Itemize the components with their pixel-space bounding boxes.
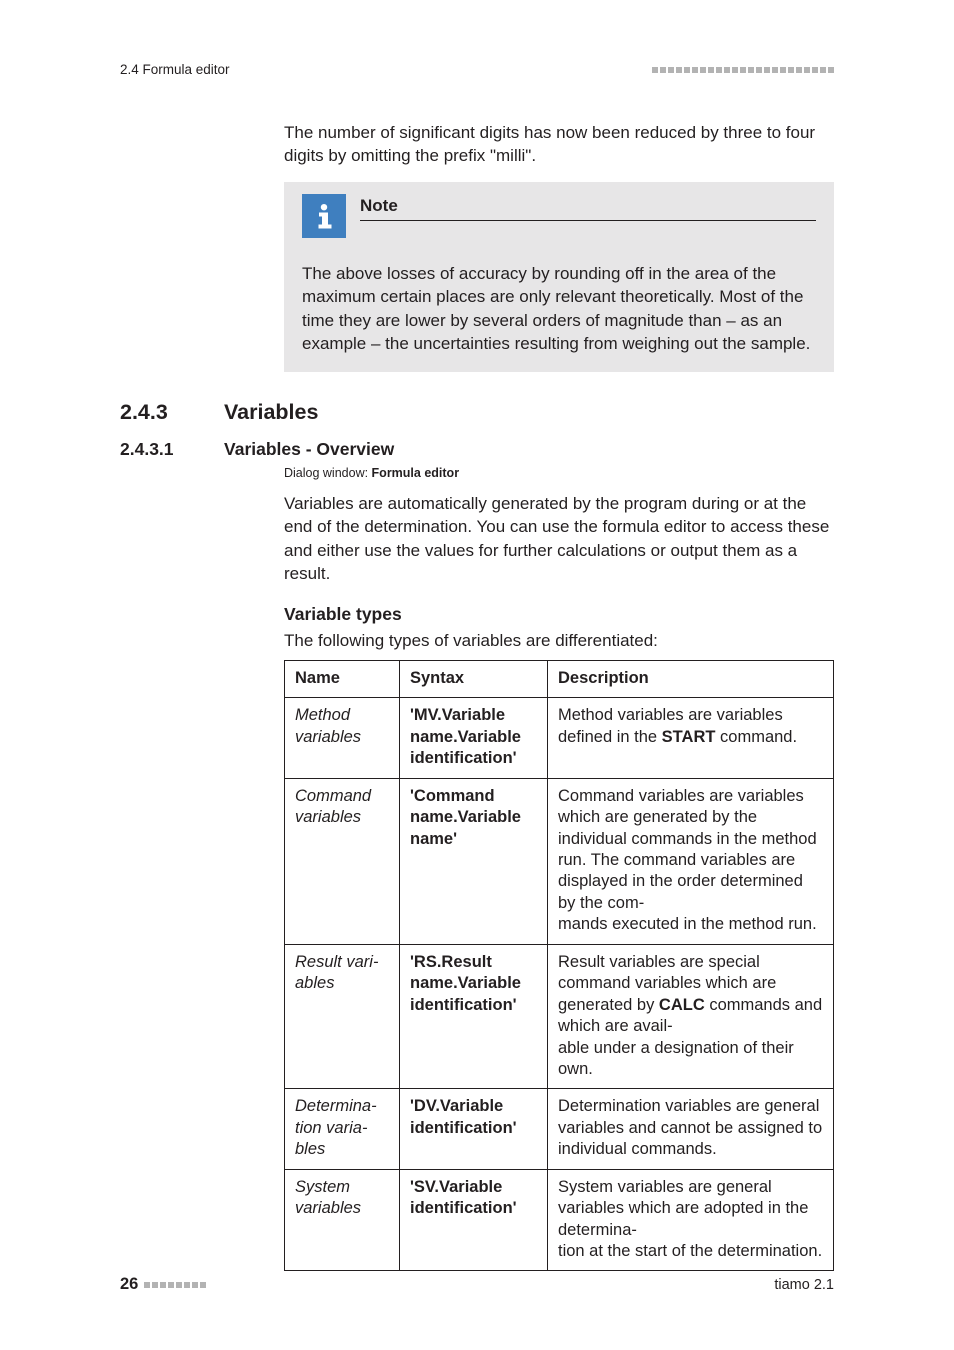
decoration-box (780, 67, 786, 73)
decoration-box (184, 1282, 190, 1288)
dialog-value: Formula editor (372, 466, 460, 480)
decoration-box (716, 67, 722, 73)
decoration-box (820, 67, 826, 73)
decoration-box (176, 1282, 182, 1288)
cell-name: Determina-tion varia-bles (285, 1089, 400, 1169)
cell-name: System variables (285, 1169, 400, 1271)
note-body: The above losses of accuracy by rounding… (302, 262, 816, 356)
note-box: Note The above losses of accuracy by rou… (284, 182, 834, 372)
decoration-box (144, 1282, 150, 1288)
cell-syntax: 'SV.Variable identification' (400, 1169, 548, 1271)
table-row: Result vari-ables'RS.Result name.Variabl… (285, 944, 834, 1089)
decoration-box (192, 1282, 198, 1288)
dialog-window-line: Dialog window: Formula editor (284, 466, 834, 480)
decoration-box (660, 67, 666, 73)
intro-paragraph: The number of significant digits has now… (284, 121, 834, 168)
note-rule (360, 220, 816, 221)
decoration-box (652, 67, 658, 73)
decoration-box (828, 67, 834, 73)
page: 2.4 Formula editor The number of signifi… (0, 0, 954, 1350)
decoration-box (748, 67, 754, 73)
th-syntax: Syntax (400, 660, 548, 697)
decoration-box (160, 1282, 166, 1288)
decoration-box (756, 67, 762, 73)
info-icon (302, 194, 346, 238)
cell-syntax: 'RS.Result name.Variable identification' (400, 944, 548, 1089)
note-title: Note (360, 196, 816, 216)
cell-syntax: 'MV.Variable name.Variable identificatio… (400, 698, 548, 778)
decoration-box (772, 67, 778, 73)
decoration-box (168, 1282, 174, 1288)
dialog-label: Dialog window: (284, 466, 372, 480)
subsection-heading: 2.4.3.1 Variables - Overview (120, 439, 834, 460)
table-header-row: Name Syntax Description (285, 660, 834, 697)
cell-syntax: 'Command name.Variable name' (400, 778, 548, 944)
subsection-number: 2.4.3.1 (120, 439, 224, 460)
th-description: Description (548, 660, 834, 697)
decoration-box (200, 1282, 206, 1288)
table-row: Method variables'MV.Variable name.Variab… (285, 698, 834, 778)
decoration-box (740, 67, 746, 73)
table-row: System variables'SV.Variable identificat… (285, 1169, 834, 1271)
decoration-box (668, 67, 674, 73)
footer-product: tiamo 2.1 (774, 1277, 834, 1293)
cell-description: Method variables are variables defined i… (548, 698, 834, 778)
table-row: Determina-tion varia-bles'DV.Variable id… (285, 1089, 834, 1169)
cell-name: Command variables (285, 778, 400, 944)
cell-name: Result vari-ables (285, 944, 400, 1089)
section-title: Variables (224, 400, 318, 425)
cell-description: Determination variables are general vari… (548, 1089, 834, 1169)
decoration-box (692, 67, 698, 73)
main-content: The number of significant digits has now… (284, 121, 834, 1271)
note-title-wrap: Note (360, 194, 816, 238)
cell-syntax: 'DV.Variable identification' (400, 1089, 548, 1169)
decoration-box (764, 67, 770, 73)
footer: 26 tiamo 2.1 (120, 1275, 834, 1294)
decoration-box (796, 67, 802, 73)
running-header: 2.4 Formula editor (120, 62, 834, 77)
cell-description: Command variables are variables which ar… (548, 778, 834, 944)
footer-decoration (144, 1282, 206, 1288)
section-number: 2.4.3 (120, 400, 224, 425)
info-icon-svg (309, 201, 339, 231)
subsection-title: Variables - Overview (224, 439, 394, 460)
th-name: Name (285, 660, 400, 697)
variable-types-heading: Variable types (284, 604, 834, 625)
cell-description: Result variables are special command var… (548, 944, 834, 1089)
table-row: Command variables'Command name.Variable … (285, 778, 834, 944)
decoration-box (788, 67, 794, 73)
variable-types-intro: The following types of variables are dif… (284, 629, 834, 652)
decoration-box (804, 67, 810, 73)
decoration-box (152, 1282, 158, 1288)
decoration-box (812, 67, 818, 73)
decoration-box (700, 67, 706, 73)
footer-left: 26 (120, 1275, 206, 1294)
decoration-box (708, 67, 714, 73)
page-number: 26 (120, 1275, 138, 1294)
section-heading: 2.4.3 Variables (120, 400, 834, 425)
note-header: Note (302, 182, 816, 238)
header-decoration (652, 67, 834, 73)
variable-types-table: Name Syntax Description Method variables… (284, 660, 834, 1272)
cell-description: System variables are general variables w… (548, 1169, 834, 1271)
overview-paragraph: Variables are automatically generated by… (284, 492, 834, 586)
cell-name: Method variables (285, 698, 400, 778)
decoration-box (676, 67, 682, 73)
decoration-box (684, 67, 690, 73)
decoration-box (732, 67, 738, 73)
header-section-path: 2.4 Formula editor (120, 62, 230, 77)
decoration-box (724, 67, 730, 73)
